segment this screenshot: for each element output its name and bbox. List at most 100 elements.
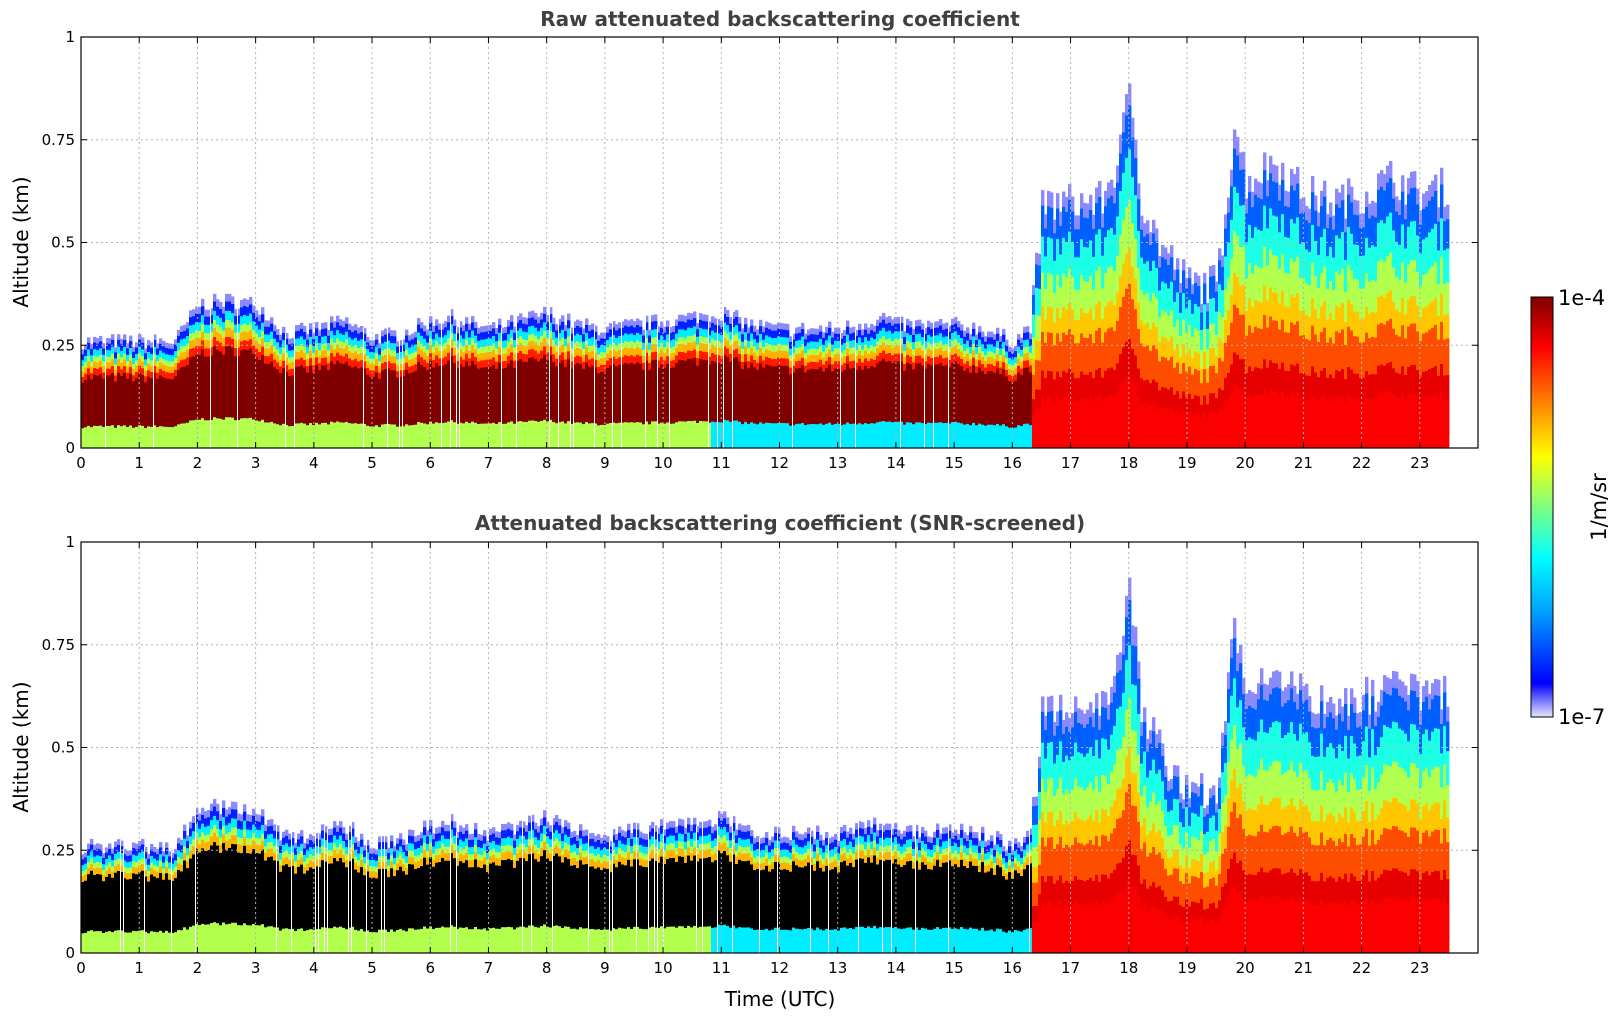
data-cell	[552, 346, 556, 355]
data-cell	[192, 839, 196, 847]
data-cell	[207, 333, 211, 341]
data-cell	[294, 880, 298, 932]
gap-line	[573, 321, 574, 448]
data-cell	[750, 355, 754, 364]
data-cell	[615, 351, 619, 360]
data-cell	[603, 332, 607, 339]
data-cell	[1422, 239, 1426, 276]
data-cell	[306, 844, 310, 852]
data-cell	[507, 422, 511, 448]
data-column	[453, 319, 457, 448]
data-column	[105, 337, 109, 448]
data-cell	[582, 369, 586, 425]
data-cell	[249, 322, 253, 331]
data-cell	[1128, 149, 1132, 201]
data-cell	[588, 366, 592, 424]
data-cell	[606, 332, 610, 341]
data-cell	[1353, 336, 1357, 375]
data-column	[219, 814, 223, 953]
data-cell	[1083, 247, 1087, 282]
data-cell	[201, 298, 205, 307]
data-cell	[1191, 336, 1195, 359]
data-cell	[648, 335, 652, 344]
data-column	[945, 322, 949, 448]
data-cell	[1398, 311, 1402, 338]
data-column	[192, 309, 196, 448]
data-cell	[1248, 325, 1252, 367]
data-cell	[129, 360, 133, 368]
data-cell	[387, 333, 391, 342]
data-cell	[96, 368, 100, 377]
data-cell	[198, 852, 202, 862]
data-column	[531, 310, 535, 448]
data-cell	[867, 354, 871, 362]
data-cell	[174, 344, 178, 352]
data-cell	[216, 829, 220, 838]
data-cell	[450, 324, 454, 334]
data-cell	[1140, 401, 1144, 448]
data-cell	[1362, 227, 1366, 257]
data-cell	[111, 884, 115, 933]
data-cell	[1008, 375, 1012, 382]
data-column	[495, 328, 499, 448]
data-cell	[186, 343, 190, 351]
data-cell	[222, 834, 226, 844]
data-cell	[321, 350, 325, 359]
data-cell	[1266, 228, 1270, 267]
data-cell	[1032, 285, 1036, 296]
data-cell	[1008, 369, 1012, 376]
data-cell	[711, 316, 715, 324]
data-cell	[1236, 236, 1240, 278]
data-cell	[246, 853, 250, 862]
data-cell	[240, 316, 244, 326]
data-cell	[90, 864, 94, 872]
data-cell	[1008, 363, 1012, 370]
data-cell	[129, 341, 133, 349]
data-cell	[435, 325, 439, 335]
data-column	[1275, 165, 1279, 448]
data-cell	[993, 372, 997, 426]
data-cell	[801, 322, 805, 330]
data-cell	[1104, 396, 1108, 448]
data-cell	[579, 422, 583, 448]
data-cell	[333, 422, 337, 448]
data-cell	[963, 350, 967, 358]
data-column	[1278, 184, 1282, 448]
data-cell	[165, 378, 169, 428]
data-cell	[708, 422, 712, 448]
data-column	[1395, 196, 1399, 448]
data-column	[1293, 174, 1297, 448]
data-cell	[1413, 295, 1417, 324]
data-cell	[285, 856, 289, 865]
data-cell	[813, 354, 817, 363]
data-cell	[105, 337, 109, 344]
data-cell	[1035, 252, 1039, 266]
data-cell	[1227, 212, 1231, 244]
data-cell	[954, 323, 958, 332]
data-column	[810, 328, 814, 448]
data-cell	[882, 342, 886, 352]
data-cell	[1215, 281, 1219, 293]
data-cell	[639, 326, 643, 336]
data-cell	[144, 348, 148, 354]
data-cell	[951, 333, 955, 342]
data-cell	[1347, 194, 1351, 228]
data-cell	[654, 321, 658, 330]
data-column	[1365, 191, 1369, 448]
data-cell	[1131, 137, 1135, 178]
data-cell	[264, 363, 268, 423]
data-cell	[1383, 190, 1387, 225]
data-cell	[1041, 190, 1045, 207]
data-cell	[1446, 204, 1450, 220]
data-cell	[585, 318, 589, 326]
data-cell	[1203, 369, 1207, 397]
data-cell	[969, 366, 973, 374]
data-cell	[939, 422, 943, 448]
data-cell	[303, 360, 307, 368]
data-column	[102, 343, 106, 448]
data-cell	[1182, 259, 1186, 272]
data-column	[474, 321, 478, 448]
data-cell	[198, 346, 202, 356]
data-cell	[273, 846, 277, 854]
data-cell	[672, 346, 676, 354]
